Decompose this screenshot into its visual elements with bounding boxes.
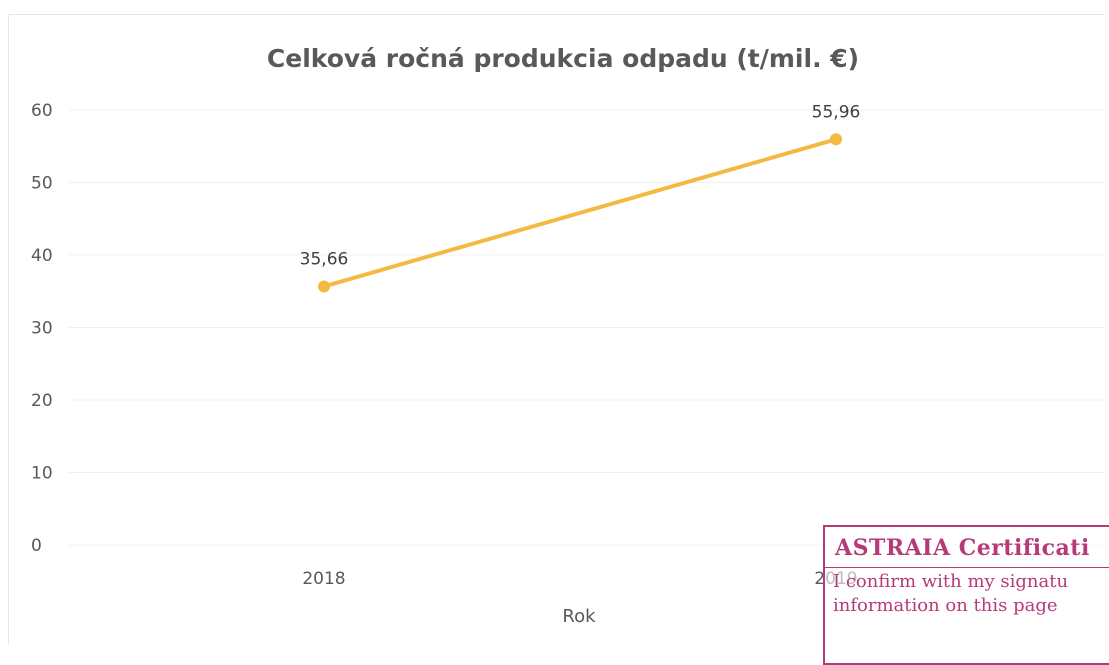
stamp-text: I confirm with my signatu information on… <box>833 571 1069 616</box>
x-axis-label: Rok <box>562 606 596 627</box>
line-chart: Celková ročná produkcia odpadu (t/mil. €… <box>31 44 1104 627</box>
series-line <box>322 137 838 289</box>
y-tick-label: 10 <box>31 464 53 484</box>
y-tick-label: 20 <box>31 391 53 411</box>
x-tick-label: 2018 <box>302 569 345 589</box>
y-tick-label: 50 <box>31 174 53 194</box>
chart-title: Celková ročná produkcia odpadu (t/mil. €… <box>267 44 859 73</box>
y-tick-label: 40 <box>31 246 53 266</box>
stamp-divider <box>825 567 1109 568</box>
y-tick-label: 0 <box>31 536 42 556</box>
data-point <box>318 280 330 293</box>
chart-frame: Celková ročná produkcia odpadu (t/mil. €… <box>8 14 1104 645</box>
y-tick-label: 30 <box>31 319 53 339</box>
data-label: 55,96 <box>812 102 861 122</box>
y-tick-label: 60 <box>31 101 53 121</box>
data-point <box>830 133 842 146</box>
data-label: 35,66 <box>300 249 349 269</box>
stamp-title: ASTRAIA Certificati <box>835 535 1090 561</box>
certification-stamp: ASTRAIA Certificati I confirm with my si… <box>823 525 1109 665</box>
